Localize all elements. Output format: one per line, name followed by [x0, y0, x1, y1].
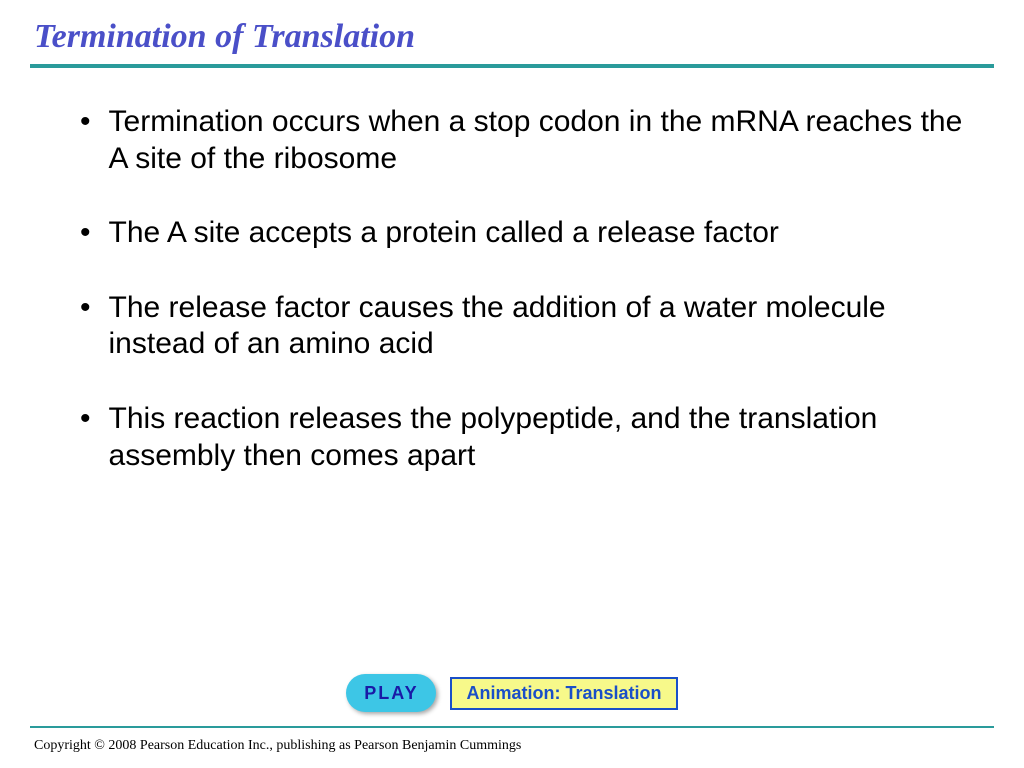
bullet-item: • This reaction releases the polypeptide…	[80, 401, 974, 474]
bullet-list: • Termination occurs when a stop codon i…	[30, 104, 994, 474]
bullet-item: • Termination occurs when a stop codon i…	[80, 104, 974, 177]
animation-row: PLAY Animation: Translation	[0, 674, 1024, 712]
bullet-dot-icon: •	[80, 104, 91, 140]
bullet-item: • The release factor causes the addition…	[80, 290, 974, 363]
bullet-text: The A site accepts a protein called a re…	[109, 215, 779, 252]
bullet-dot-icon: •	[80, 290, 91, 326]
bullet-text: The release factor causes the addition o…	[109, 290, 974, 363]
bullet-item: • The A site accepts a protein called a …	[80, 215, 974, 252]
animation-link[interactable]: Animation: Translation	[450, 677, 677, 710]
copyright-text: Copyright © 2008 Pearson Education Inc.,…	[34, 738, 521, 754]
slide-title: Termination of Translation	[30, 18, 994, 56]
bullet-text: Termination occurs when a stop codon in …	[109, 104, 974, 177]
play-button[interactable]: PLAY	[346, 674, 436, 712]
bullet-dot-icon: •	[80, 401, 91, 437]
bullet-dot-icon: •	[80, 215, 91, 251]
footer-divider	[30, 726, 994, 728]
bullet-text: This reaction releases the polypeptide, …	[109, 401, 974, 474]
title-divider	[30, 64, 994, 68]
slide-container: Termination of Translation • Termination…	[0, 0, 1024, 768]
